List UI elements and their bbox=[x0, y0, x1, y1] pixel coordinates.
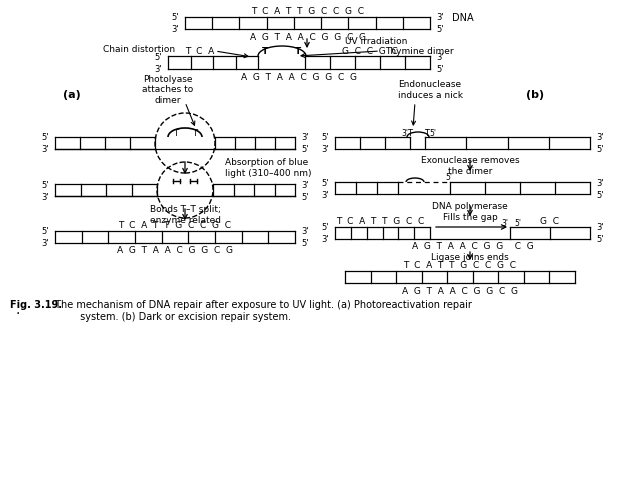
Text: 3': 3' bbox=[401, 128, 408, 137]
Text: T  C  A: T C A bbox=[185, 47, 215, 55]
Text: DNA: DNA bbox=[452, 13, 474, 23]
Text: 3': 3' bbox=[154, 65, 162, 74]
Text: Fig. 3.19.: Fig. 3.19. bbox=[10, 300, 62, 309]
Text: (a): (a) bbox=[63, 90, 81, 100]
Text: 3': 3' bbox=[41, 145, 49, 154]
Text: 5': 5' bbox=[155, 52, 162, 61]
Text: Bonds T–T split;
enzyme related: Bonds T–T split; enzyme related bbox=[150, 205, 220, 224]
Text: Endonuclease
induces a nick: Endonuclease induces a nick bbox=[397, 80, 462, 99]
Text: A  G  T  A  A  C  G  G  C  G: A G T A A C G G C G bbox=[250, 33, 366, 41]
Text: The mechanism of DNA repair after exposure to UV light. (a) Photoreactivation re: The mechanism of DNA repair after exposu… bbox=[52, 300, 472, 321]
Text: Exonuclease removes
the dimer: Exonuclease removes the dimer bbox=[421, 156, 519, 175]
Text: T  C  A  T  T  G  C  C  G  C: T C A T T G C C G C bbox=[119, 221, 232, 230]
Text: 3': 3' bbox=[301, 180, 309, 189]
Text: 3': 3' bbox=[596, 133, 603, 142]
Text: UV irradiation: UV irradiation bbox=[345, 37, 407, 47]
Text: (b): (b) bbox=[526, 90, 544, 100]
Text: G  C  C  G  C: G C C G C bbox=[342, 47, 398, 55]
Text: Absorption of blue
light (310–400 nm): Absorption of blue light (310–400 nm) bbox=[225, 158, 311, 177]
Text: T: T bbox=[192, 128, 198, 137]
Text: A  G  T  A  A  C  G  G  C  G: A G T A A C G G C G bbox=[402, 286, 518, 295]
Text: 3': 3' bbox=[436, 52, 444, 61]
Text: A  G  T  A  A  C  G  G    C  G: A G T A A C G G C G bbox=[412, 242, 534, 251]
Text: 5': 5' bbox=[446, 173, 452, 182]
Text: T  C  A  T  T  G  C  C  G  C: T C A T T G C C G C bbox=[404, 261, 517, 270]
Text: 5': 5' bbox=[596, 235, 603, 244]
Text: 3': 3' bbox=[436, 13, 444, 23]
Text: 5': 5' bbox=[596, 145, 603, 154]
Text: 3': 3' bbox=[321, 235, 329, 244]
Text: T  C  A  T  T  G  C  C  G  C: T C A T T G C C G C bbox=[251, 8, 364, 16]
Text: 3': 3' bbox=[172, 25, 179, 35]
Text: 3': 3' bbox=[41, 239, 49, 248]
Text: 3': 3' bbox=[41, 192, 49, 201]
Text: 3': 3' bbox=[596, 223, 603, 232]
Text: 5': 5' bbox=[321, 133, 329, 142]
Text: 5': 5' bbox=[301, 239, 308, 248]
Text: Photolyase
attaches to
dimer: Photolyase attaches to dimer bbox=[142, 75, 193, 105]
Text: DNA polymerase
Fills the gap: DNA polymerase Fills the gap bbox=[432, 202, 508, 221]
Text: 5': 5' bbox=[429, 128, 436, 137]
Text: 5': 5' bbox=[321, 178, 329, 187]
Text: T: T bbox=[407, 128, 412, 137]
Text: 5': 5' bbox=[42, 227, 49, 236]
Text: T: T bbox=[173, 128, 178, 137]
Text: 5': 5' bbox=[301, 145, 308, 154]
Text: Thymine dimer: Thymine dimer bbox=[385, 47, 454, 55]
Text: T: T bbox=[262, 47, 268, 55]
Text: Ligase joins ends: Ligase joins ends bbox=[431, 252, 509, 261]
Text: 5': 5' bbox=[436, 25, 444, 35]
Text: G  C: G C bbox=[540, 217, 560, 226]
Text: .: . bbox=[16, 302, 20, 316]
Text: T  C  A  T  T  G  C  C: T C A T T G C C bbox=[336, 217, 424, 226]
Text: 3': 3' bbox=[321, 190, 329, 199]
Text: Chain distortion: Chain distortion bbox=[103, 46, 175, 54]
Text: 5': 5' bbox=[42, 133, 49, 142]
Text: 5': 5' bbox=[321, 223, 329, 232]
Text: 3': 3' bbox=[301, 133, 309, 142]
Text: 3': 3' bbox=[501, 218, 508, 227]
Text: 3': 3' bbox=[321, 145, 329, 154]
Text: A  G  T  A  A  C  G  G  C  G: A G T A A C G G C G bbox=[241, 72, 357, 81]
Text: 3': 3' bbox=[596, 178, 603, 187]
Text: 5': 5' bbox=[596, 190, 603, 199]
Text: 3': 3' bbox=[301, 227, 309, 236]
Text: 5': 5' bbox=[514, 218, 521, 227]
Text: T: T bbox=[295, 47, 301, 55]
Text: T: T bbox=[424, 128, 429, 137]
Text: 5': 5' bbox=[172, 13, 179, 23]
Text: 5': 5' bbox=[436, 65, 444, 74]
Text: 5': 5' bbox=[42, 180, 49, 189]
Text: 5': 5' bbox=[301, 192, 308, 201]
Text: A  G  T  A  A  C  G  G  C  G: A G T A A C G G C G bbox=[117, 246, 233, 255]
